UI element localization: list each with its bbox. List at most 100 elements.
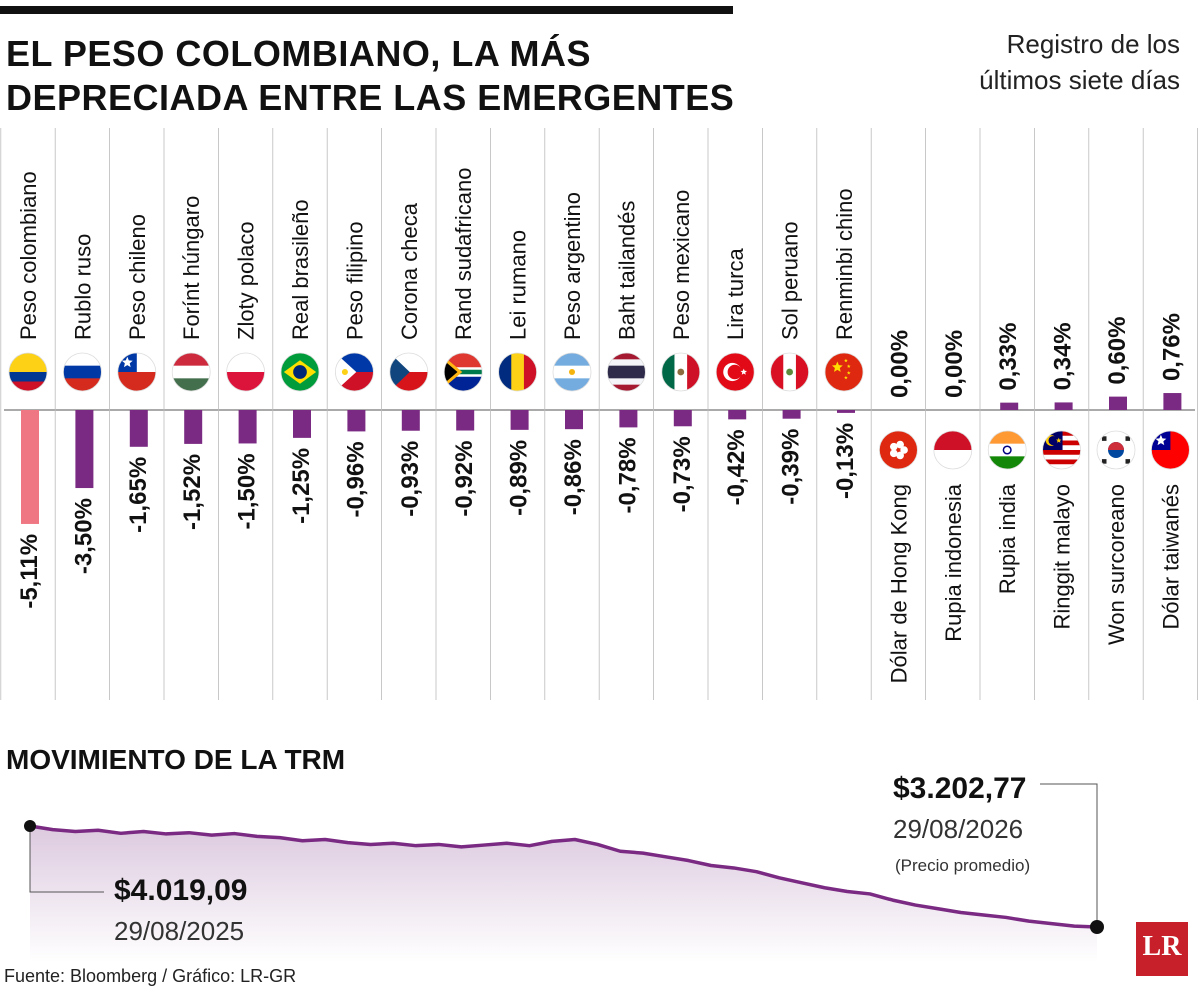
category-label: Dólar taiwanés [1158,484,1183,630]
taiwan-flag-icon [1151,431,1190,469]
indonesia-flag-icon [933,431,972,469]
flag-outline [334,352,374,392]
malaysia-flag-icon [1042,431,1081,469]
flag-outline [552,352,592,392]
category-label: Peso colombiano [16,171,41,340]
trm-end-date: 29/08/2026 [893,814,1024,844]
bar-6 [347,410,366,432]
bar-14 [782,410,801,419]
value-label: 0,60% [1104,317,1131,385]
bar-21 [1163,393,1182,410]
hungary-flag-icon [172,353,211,391]
value-label: 0,34% [1050,322,1077,390]
flag-outline [63,352,102,392]
category-label: Won surcoreano [1104,484,1129,645]
flag-outline [8,352,48,392]
flag-outline [661,352,701,392]
value-label: -0,39% [778,429,805,505]
philippines-flag-icon [335,353,374,391]
thailand-flag-icon [607,353,646,391]
trm-start-date: 29/08/2025 [114,916,245,946]
category-label: Rand sudafricano [451,168,476,340]
value-label: -1,25% [288,448,315,524]
value-label: -0,78% [614,437,641,513]
value-label: -1,65% [125,457,152,533]
bar-3 [184,410,203,444]
start-leader-line [29,826,104,893]
south-africa-flag-icon [444,353,483,391]
trm-end-note: (Precio promedio) [895,856,1031,875]
trm-end-value: $3.202,77 [893,772,1027,805]
flag-outline [226,352,266,392]
romania-flag-icon [498,353,537,391]
value-label: 0,33% [995,323,1022,391]
turkey-flag-icon [716,353,755,391]
argentina-flag-icon [553,353,591,391]
flag-outline [770,352,809,392]
category-label: Dólar de Hong Kong [886,484,911,683]
chart-subtitle: Registro de los últimos siete días [920,26,1180,98]
value-label: -0,73% [669,436,696,512]
flag-outline [987,430,1027,470]
trm-start-value: $4.019,09 [114,874,248,907]
bar-8 [456,410,475,431]
category-label: Ringgit malayo [1050,484,1075,630]
trm-area [30,826,1097,962]
hong-kong-flag-icon [879,431,918,469]
value-label: -0,92% [451,441,478,517]
bar-12 [673,410,692,427]
bar-10 [565,410,583,430]
bar-7 [401,410,420,431]
czech-flag-icon [389,353,428,391]
bar-20 [1109,396,1127,410]
value-label: -0,96% [342,441,369,517]
value-label: -0,89% [506,440,533,516]
flag-outline [498,352,537,392]
bar-0 [21,410,39,524]
mexico-flag-icon [661,353,700,391]
category-label: Lei rumano [506,230,531,340]
bar-13 [728,410,747,420]
category-label: Peso chileno [125,214,150,340]
value-label: -1,52% [179,454,206,530]
subtitle-line-2: últimos siete días [979,65,1180,95]
bar-2 [129,410,148,447]
value-label: 0,76% [1158,313,1185,381]
category-label: Rublo ruso [70,234,95,340]
title-line-2: DEPRECIADA ENTRE LAS EMERGENTES [6,77,735,118]
value-label: 0,00% [886,330,913,398]
category-label: Baht tailandés [614,201,639,340]
india-flag-icon [988,431,1027,469]
category-label: Peso filipino [342,221,367,340]
category-label: Sol peruano [778,221,803,340]
category-label: Renminbi chino [832,188,857,340]
end-point [1090,920,1104,934]
category-label: Zloty polaco [234,221,259,340]
value-label: -0,86% [560,439,587,515]
flag-outline [607,352,646,392]
source-note: Fuente: Bloomberg / Gráfico: LR-GR [4,966,297,986]
value-label: -0,13% [832,423,859,499]
peru-flag-icon [770,353,809,391]
flag-outline [715,352,755,392]
flag-outline [824,352,864,392]
value-label: -0,42% [723,429,750,505]
bar-11 [619,410,638,428]
flag-outline [443,352,483,392]
flag-outline [1042,430,1081,470]
bar-5 [293,410,311,438]
top-rule [0,6,733,14]
category-label: Lira turca [723,248,748,340]
value-label: 0,00% [941,330,968,398]
category-label: Forínt húngaro [179,196,204,340]
category-label: Corona checa [397,202,422,340]
bar-9 [510,410,529,430]
bar-19 [1054,402,1073,410]
flag-outline [1096,430,1136,470]
brazil-flag-icon [281,353,319,391]
flag-outline [1151,430,1190,470]
chile-flag-icon [117,353,156,391]
end-leader-line [1040,783,1098,927]
poland-flag-icon [226,353,265,391]
